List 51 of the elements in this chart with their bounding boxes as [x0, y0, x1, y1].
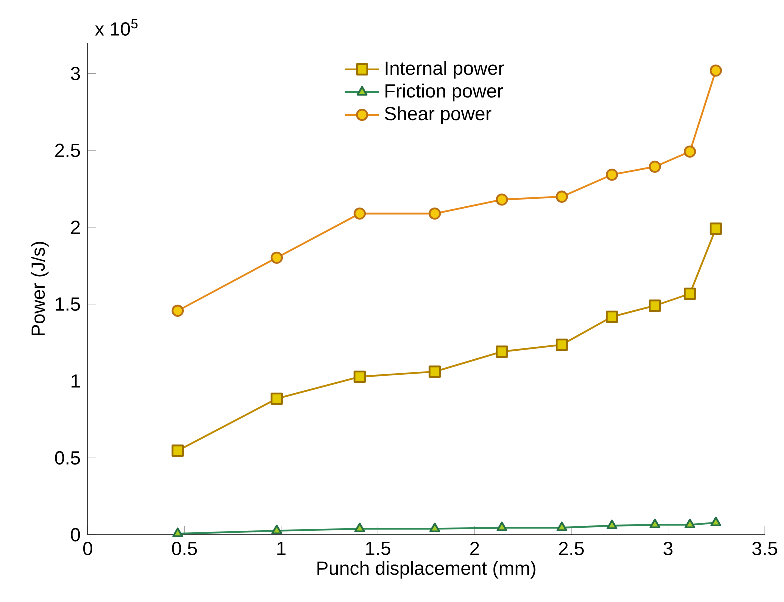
point [428, 366, 442, 378]
point [354, 208, 366, 220]
point [430, 522, 440, 532]
y-axis-title: Power (J/s) [31, 242, 49, 336]
point [428, 208, 442, 220]
x-tick-label: 3.5 [752, 542, 778, 556]
y-tick-label: 3 [71, 67, 80, 80]
point [556, 338, 568, 352]
y-tick-label: 0.5 [55, 451, 80, 465]
point [272, 524, 282, 534]
point [606, 520, 618, 530]
y-tick-label: 1 [72, 374, 80, 388]
x-tick-label: 0.5 [172, 542, 198, 556]
point [496, 522, 508, 532]
point [684, 146, 696, 158]
point [496, 346, 508, 358]
x-tick-label: 1.5 [366, 542, 391, 556]
point [684, 288, 696, 300]
point [710, 64, 722, 77]
x-tick-label: 0 [83, 542, 93, 556]
text: x 10$^{5}$ [95, 19, 138, 36]
point [606, 168, 618, 182]
y-tick-label: 2 [71, 220, 80, 234]
point [172, 528, 184, 538]
point [650, 518, 661, 529]
point [270, 252, 284, 264]
point [556, 522, 568, 532]
point [606, 310, 618, 324]
point [496, 194, 508, 206]
point [649, 300, 662, 312]
x-tick-label: 3 [664, 542, 673, 556]
y-tick-label: 1.5 [56, 298, 80, 312]
x-tick-label: 1 [278, 542, 286, 556]
legend-label: Shear power [385, 106, 492, 124]
point [556, 190, 568, 203]
legend-label: Friction power [386, 84, 504, 102]
point [172, 444, 184, 457]
point [710, 516, 722, 527]
x-axis-title: Punch displacement (mm) [318, 561, 536, 579]
x-tick-label: 2.5 [559, 542, 584, 556]
point [172, 304, 184, 318]
legend-label: Internal power [386, 61, 504, 79]
point [270, 392, 284, 406]
point [354, 370, 366, 384]
point [354, 522, 366, 532]
y-tick-label: 0 [71, 528, 80, 542]
x-tick-label: 2 [470, 542, 480, 556]
point [649, 160, 662, 174]
y-tick-label: 2.5 [56, 144, 80, 158]
point [684, 518, 696, 529]
point [710, 222, 722, 235]
